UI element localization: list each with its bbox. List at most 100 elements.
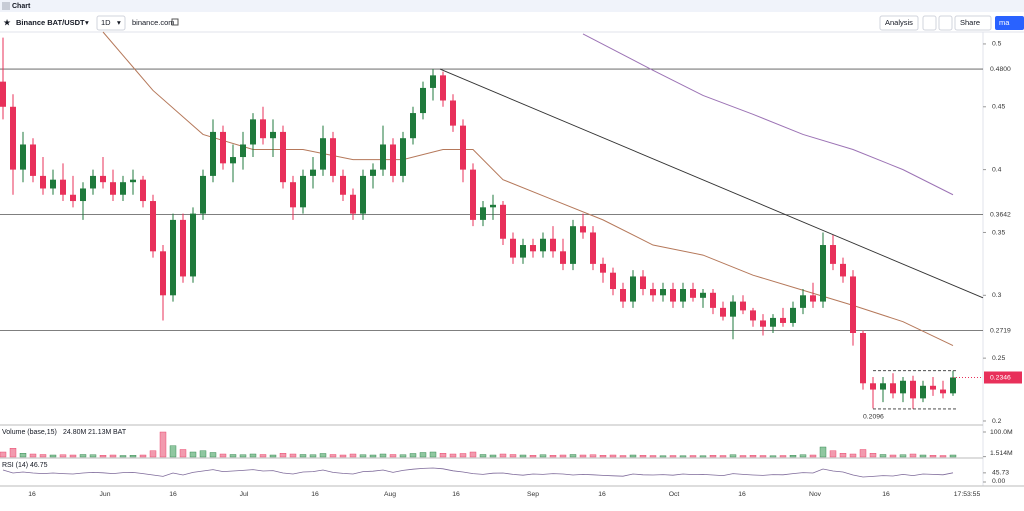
share-button[interactable] <box>954 15 992 31</box>
interval-dropdown[interactable]: ▾ <box>117 18 121 27</box>
volume-bar <box>259 454 267 458</box>
candle-body <box>220 131 226 164</box>
volume-bar <box>99 455 107 458</box>
volume-bar <box>619 455 627 458</box>
volume-bar <box>849 453 857 458</box>
symbol-dropdown[interactable]: ▾ <box>85 18 89 27</box>
candle-body <box>630 276 636 302</box>
volume-bar <box>549 455 557 458</box>
volume-bar <box>799 454 807 458</box>
candle-body <box>70 194 76 202</box>
candle-body <box>590 232 596 264</box>
volume-bar <box>279 453 287 458</box>
candle-body <box>940 389 946 394</box>
candle-body <box>270 131 276 139</box>
candle-body <box>490 204 496 208</box>
candle-body <box>530 245 536 252</box>
candle-body <box>350 194 356 214</box>
more-button[interactable] <box>995 16 1024 30</box>
symbol[interactable]: Binance BAT/USDT <box>16 18 85 27</box>
volume-bar <box>929 455 937 458</box>
volume-bar <box>519 454 527 458</box>
candle-body <box>300 175 306 208</box>
volume-bar <box>39 454 47 458</box>
volume-bar <box>339 454 347 458</box>
tab-icon <box>2 2 10 10</box>
x-tick-label: Jun <box>100 491 111 498</box>
volume-bar <box>359 454 367 458</box>
source-link[interactable]: binance.com <box>132 18 175 27</box>
y-tick-label: 0.3 <box>992 292 1002 299</box>
candle-body <box>140 179 146 202</box>
candle-body <box>540 238 546 252</box>
candle-body <box>260 119 266 139</box>
draw-button[interactable] <box>938 15 953 31</box>
volume-bar <box>459 453 467 458</box>
y-tick-label: 0.5 <box>992 41 1002 48</box>
tab-title[interactable]: Chart <box>12 3 31 10</box>
volume-bar <box>129 455 137 458</box>
volume-readout: BAT <box>113 429 127 436</box>
volume-bar <box>309 454 317 458</box>
volume-bar <box>769 455 777 458</box>
candle-body <box>890 383 896 394</box>
interval[interactable]: 1D <box>101 18 111 27</box>
more-label[interactable]: ma <box>999 18 1010 27</box>
volume-bar <box>749 455 757 458</box>
candle-body <box>640 276 646 290</box>
level-label: 0.2719 <box>990 327 1011 334</box>
interval-box[interactable] <box>96 15 126 31</box>
x-tick-label: 16 <box>452 491 460 498</box>
trendline <box>439 68 984 299</box>
candle-body <box>30 144 36 176</box>
volume-readout: 21.13M <box>88 429 112 436</box>
analysis-label[interactable]: Analysis <box>885 18 913 27</box>
volume-bar <box>409 453 417 458</box>
candle-body <box>20 144 26 170</box>
x-tick-label: 16 <box>169 491 177 498</box>
volume-bar <box>209 452 217 458</box>
volume-bar <box>879 454 887 458</box>
volume-title: Volume (base,15) <box>2 429 57 436</box>
candle-body <box>900 380 906 394</box>
link-icon[interactable] <box>171 18 179 26</box>
candle-body <box>250 119 256 145</box>
candle-body <box>400 138 406 176</box>
candle-body <box>240 144 246 158</box>
share-label[interactable]: Share <box>960 18 980 27</box>
volume-bar <box>69 454 77 458</box>
settings-button[interactable] <box>922 15 937 31</box>
analysis-button[interactable] <box>879 15 919 31</box>
volume-bar <box>19 453 27 458</box>
volume-bar <box>949 454 957 458</box>
level-label: 0.4800 <box>990 66 1011 73</box>
x-tick-label: Sep <box>527 491 539 498</box>
volume-bar <box>0 451 7 458</box>
candle-body <box>570 226 576 264</box>
volume-bar <box>399 454 407 458</box>
candle-body <box>230 157 236 164</box>
volume-bar <box>809 454 817 458</box>
volume-bar <box>529 455 537 458</box>
x-tick-label: Aug <box>384 491 396 498</box>
candle-body <box>390 144 396 176</box>
volume-bar <box>109 454 117 458</box>
volume-bar <box>629 454 637 458</box>
volume-bar <box>869 453 877 458</box>
x-tick-label: Jul <box>240 491 249 498</box>
volume-bar <box>389 454 397 458</box>
candle-body <box>170 219 176 296</box>
candle-body <box>600 263 606 273</box>
star-icon[interactable]: ★ <box>3 17 11 27</box>
candle-body <box>190 213 196 277</box>
volume-bar <box>369 454 377 458</box>
candle-body <box>670 289 676 302</box>
volume-bar <box>599 455 607 458</box>
candle-body <box>730 301 736 317</box>
candle-body <box>340 175 346 195</box>
volume-bar <box>489 454 497 458</box>
candle-body <box>720 307 726 317</box>
candle-body <box>830 245 836 264</box>
volume-bar <box>49 454 57 458</box>
candle-body <box>840 263 846 277</box>
